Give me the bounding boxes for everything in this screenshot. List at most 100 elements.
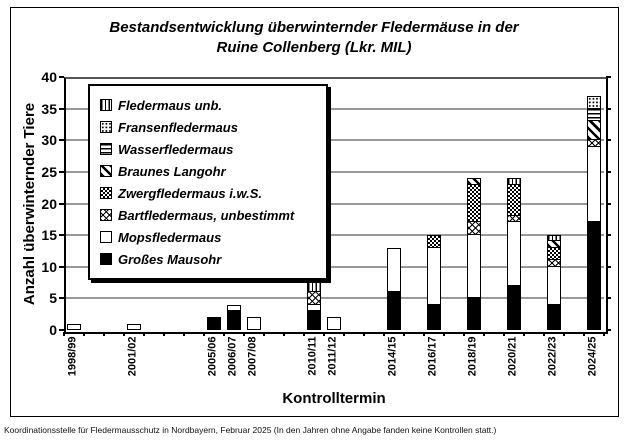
legend-label-mausohr: Großes Mausohr	[118, 251, 222, 267]
segment-zwerg	[467, 183, 481, 223]
x-axis-tick	[143, 332, 145, 336]
segment-mausohr	[227, 310, 241, 330]
y-axis-tick	[606, 170, 611, 173]
segment-bart	[307, 291, 321, 305]
y-axis-tick	[606, 265, 611, 268]
legend-swatch-zwerg	[100, 187, 112, 199]
x-axis-tick	[223, 332, 225, 336]
legend-item-unb: Fledermaus unb.	[100, 94, 316, 116]
x-axis-tick	[243, 332, 245, 336]
x-axis-tick	[283, 332, 285, 336]
segment-langohr	[587, 120, 601, 141]
stacked-bar-2016/17	[427, 235, 441, 330]
y-axis-tick	[606, 234, 611, 237]
segment-mausohr	[547, 303, 561, 330]
x-tick-label: 2006/07	[226, 336, 239, 377]
x-axis-tick	[83, 332, 85, 336]
legend-label-bart: Bartfledermaus, unbestimmt	[118, 207, 295, 223]
x-tick-label: 2007/08	[246, 336, 259, 377]
plot-area	[64, 77, 608, 334]
segment-mausohr	[507, 284, 521, 330]
segment-mops	[127, 323, 141, 330]
segment-zwerg	[547, 246, 561, 261]
y-axis-tick	[606, 139, 611, 142]
y-axis-tick	[59, 107, 64, 110]
x-tick-label: 2018/19	[466, 336, 479, 377]
segment-mausohr	[587, 221, 601, 330]
legend-item-wasser: Wasserfledermaus	[100, 138, 316, 160]
y-axis-tick	[59, 202, 64, 205]
y-tick-label: 35	[41, 100, 57, 117]
stacked-bar-2001/02	[127, 323, 141, 330]
x-tick-label: 2024/25	[586, 336, 599, 377]
x-axis-tick	[423, 332, 425, 336]
segment-mops	[587, 145, 601, 223]
gridline	[66, 234, 604, 237]
y-axis-tick	[606, 297, 611, 300]
x-axis-tick	[503, 332, 505, 336]
segment-mops	[327, 317, 341, 330]
y-tick-label: 15	[41, 227, 57, 244]
x-tick-label: 2010/11	[306, 336, 319, 376]
x-axis-tick	[363, 332, 365, 336]
chart-title: Bestandsentwicklung überwinternder Flede…	[109, 19, 519, 56]
x-axis-tick	[343, 332, 345, 336]
stacked-bar-2010/11	[307, 279, 321, 330]
x-axis-tick	[583, 332, 585, 336]
legend-item-bart: Bartfledermaus, unbestimmt	[100, 204, 316, 226]
x-axis-tick	[163, 332, 165, 336]
stacked-bar-2022/23	[547, 235, 561, 330]
legend: Fledermaus unb. Fransenfledermaus Wasserfl…	[88, 84, 328, 280]
legend-item-fransen: Fransenfledermaus	[100, 116, 316, 138]
x-axis-tick	[203, 332, 205, 336]
x-axis-tick	[483, 332, 485, 336]
segment-bart	[467, 221, 481, 236]
y-axis-tick	[59, 170, 64, 173]
x-tick-label: 2005/06	[206, 336, 219, 377]
legend-swatch-wasser	[100, 143, 112, 155]
x-axis-tick	[263, 332, 265, 336]
legend-item-zwerg: Zwergfledermaus i.w.S.	[100, 182, 316, 204]
legend-swatch-langohr	[100, 165, 112, 177]
y-axis-tick	[59, 329, 64, 331]
stacked-bar-2007/08	[247, 317, 261, 330]
gridline	[66, 265, 604, 268]
y-tick-label: 30	[41, 132, 57, 149]
x-tick-label: 2014/15	[386, 336, 399, 377]
x-axis-tick	[543, 332, 545, 336]
segment-wasser	[587, 107, 601, 122]
y-axis-tick	[606, 329, 611, 331]
segment-mops	[547, 265, 561, 305]
x-axis-tick	[563, 332, 565, 336]
x-axis-tick	[303, 332, 305, 336]
y-tick-label: 5	[49, 290, 57, 307]
x-tick-label: 2001/02	[126, 336, 139, 377]
y-tick-label: 0	[49, 322, 57, 338]
x-axis-tick	[383, 332, 385, 336]
stacked-bar-2014/15	[387, 247, 401, 330]
x-tick-label: 2016/17	[426, 336, 439, 377]
stacked-bar-1998/99	[67, 323, 81, 330]
x-axis-tick	[403, 332, 405, 336]
y-tick-label: 20	[41, 195, 57, 212]
legend-item-mops: Mopsfledermaus	[100, 226, 316, 248]
x-axis-tick	[523, 332, 525, 336]
footnote: Koordinationsstelle für Fledermausschutz…	[4, 425, 497, 435]
gridline	[66, 297, 604, 300]
y-axis-tick	[606, 202, 611, 205]
x-axis-title: Kontrolltermin	[282, 390, 386, 407]
y-tick-label: 10	[41, 258, 57, 275]
x-axis-tick	[183, 332, 185, 336]
x-axis-tick	[103, 332, 105, 336]
segment-zwerg	[427, 235, 441, 248]
segment-mausohr	[387, 291, 401, 330]
y-axis-tick	[59, 76, 64, 78]
legend-swatch-mausohr	[100, 253, 112, 265]
x-tick-label: 2011/12	[326, 336, 339, 376]
stacked-bar-2006/07	[227, 304, 241, 330]
y-axis-tick	[606, 76, 611, 78]
x-axis-tick	[323, 332, 325, 336]
segment-mops	[387, 247, 401, 293]
legend-swatch-mops	[100, 231, 112, 243]
